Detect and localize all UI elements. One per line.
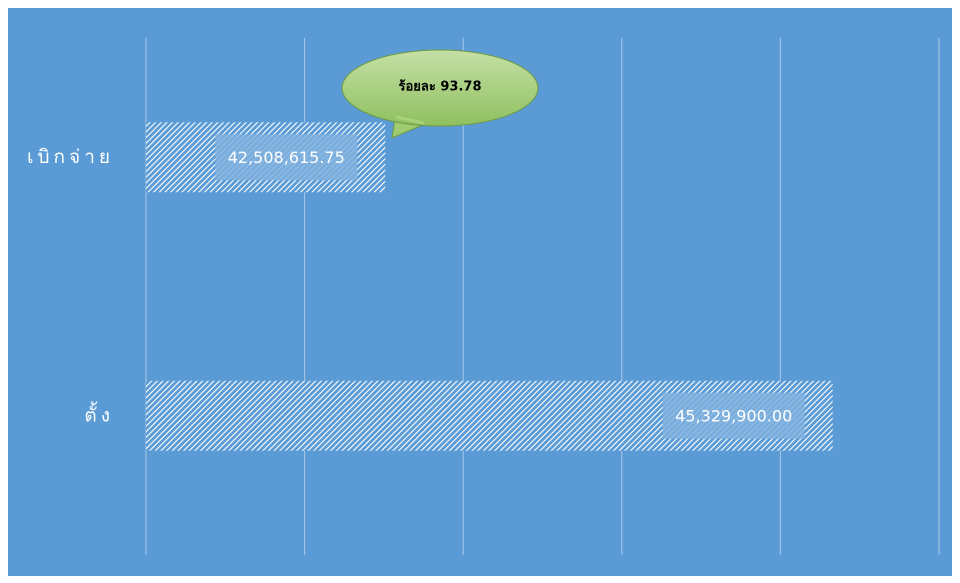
- callout: ร้อยละ 93.78: [341, 49, 539, 139]
- y-tick-label: ตั้ง: [84, 401, 114, 426]
- data-label-box: [215, 134, 358, 181]
- data-label: 45,329,900.00: [675, 406, 792, 425]
- data-label-box: [662, 392, 805, 439]
- callout-text: ร้อยละ 93.78: [398, 79, 481, 95]
- y-tick-label: เบิกจ่าย: [27, 146, 114, 168]
- data-label: 42,508,615.75: [228, 148, 345, 167]
